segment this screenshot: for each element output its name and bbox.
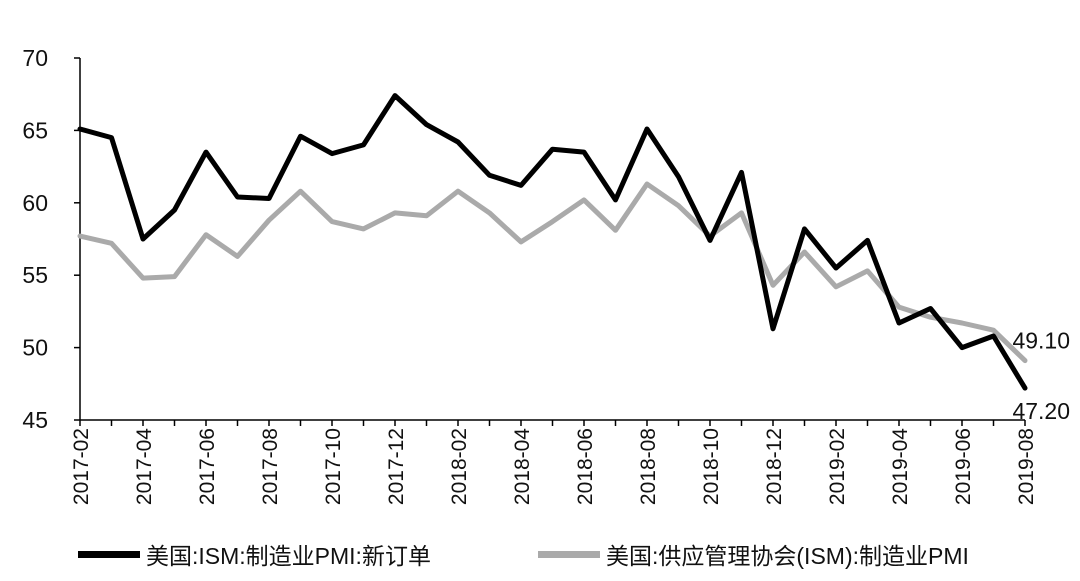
y-tick-label: 65 (22, 117, 48, 143)
line-chart: 45 50 55 60 65 70 2017-02 2017-04 2017-06 2017-08… (22, 45, 1070, 505)
x-tick-label: 2019-04 (889, 428, 912, 505)
x-tick-label: 2017-06 (196, 428, 219, 505)
y-tick-label: 50 (22, 335, 48, 361)
legend-swatch-new-orders (78, 550, 140, 558)
x-tick-label: 2017-12 (385, 428, 408, 505)
end-label-pmi: 49.10 (1012, 328, 1070, 354)
x-tick-label: 2018-10 (700, 428, 723, 505)
series-line-new-orders (77, 93, 1028, 391)
y-tick-label: 70 (22, 45, 48, 71)
x-tick-label: 2017-10 (322, 428, 345, 505)
legend-label-pmi: 美国:供应管理协会(ISM):制造业PMI (606, 543, 969, 569)
x-tick-label: 2018-06 (574, 428, 597, 505)
series-line-pmi (77, 181, 1028, 364)
legend-label-new-orders: 美国:ISM:制造业PMI:新订单 (146, 543, 431, 569)
x-tick-label: 2017-04 (133, 428, 156, 505)
end-labels: 49.10 47.20 (1012, 328, 1070, 425)
x-tick-label: 2018-04 (511, 428, 534, 505)
x-tick-label: 2019-02 (826, 428, 849, 505)
x-tick-label: 2017-02 (70, 428, 93, 505)
y-tick-label: 55 (22, 262, 48, 288)
legend-item-new-orders: 美国:ISM:制造业PMI:新订单 (78, 536, 431, 572)
x-tick-label: 2019-08 (1015, 428, 1038, 505)
x-tick-label: 2018-02 (448, 428, 471, 505)
legend-item-pmi: 美国:供应管理协会(ISM):制造业PMI (538, 536, 969, 572)
axes (74, 57, 1026, 426)
x-tick-label: 2019-06 (952, 428, 975, 505)
x-tick-label: 2018-12 (763, 428, 786, 505)
series-lines (77, 93, 1028, 391)
end-label-new-orders: 47.20 (1012, 398, 1070, 424)
y-tick-label: 60 (22, 190, 48, 216)
tick-labels: 45 50 55 60 65 70 2017-02 2017-04 2017-06 2017-08… (22, 45, 1038, 505)
y-tick-label: 45 (22, 407, 48, 433)
legend-swatch-pmi (538, 550, 600, 558)
x-tick-label: 2018-08 (637, 428, 660, 505)
x-tick-label: 2017-08 (259, 428, 282, 505)
